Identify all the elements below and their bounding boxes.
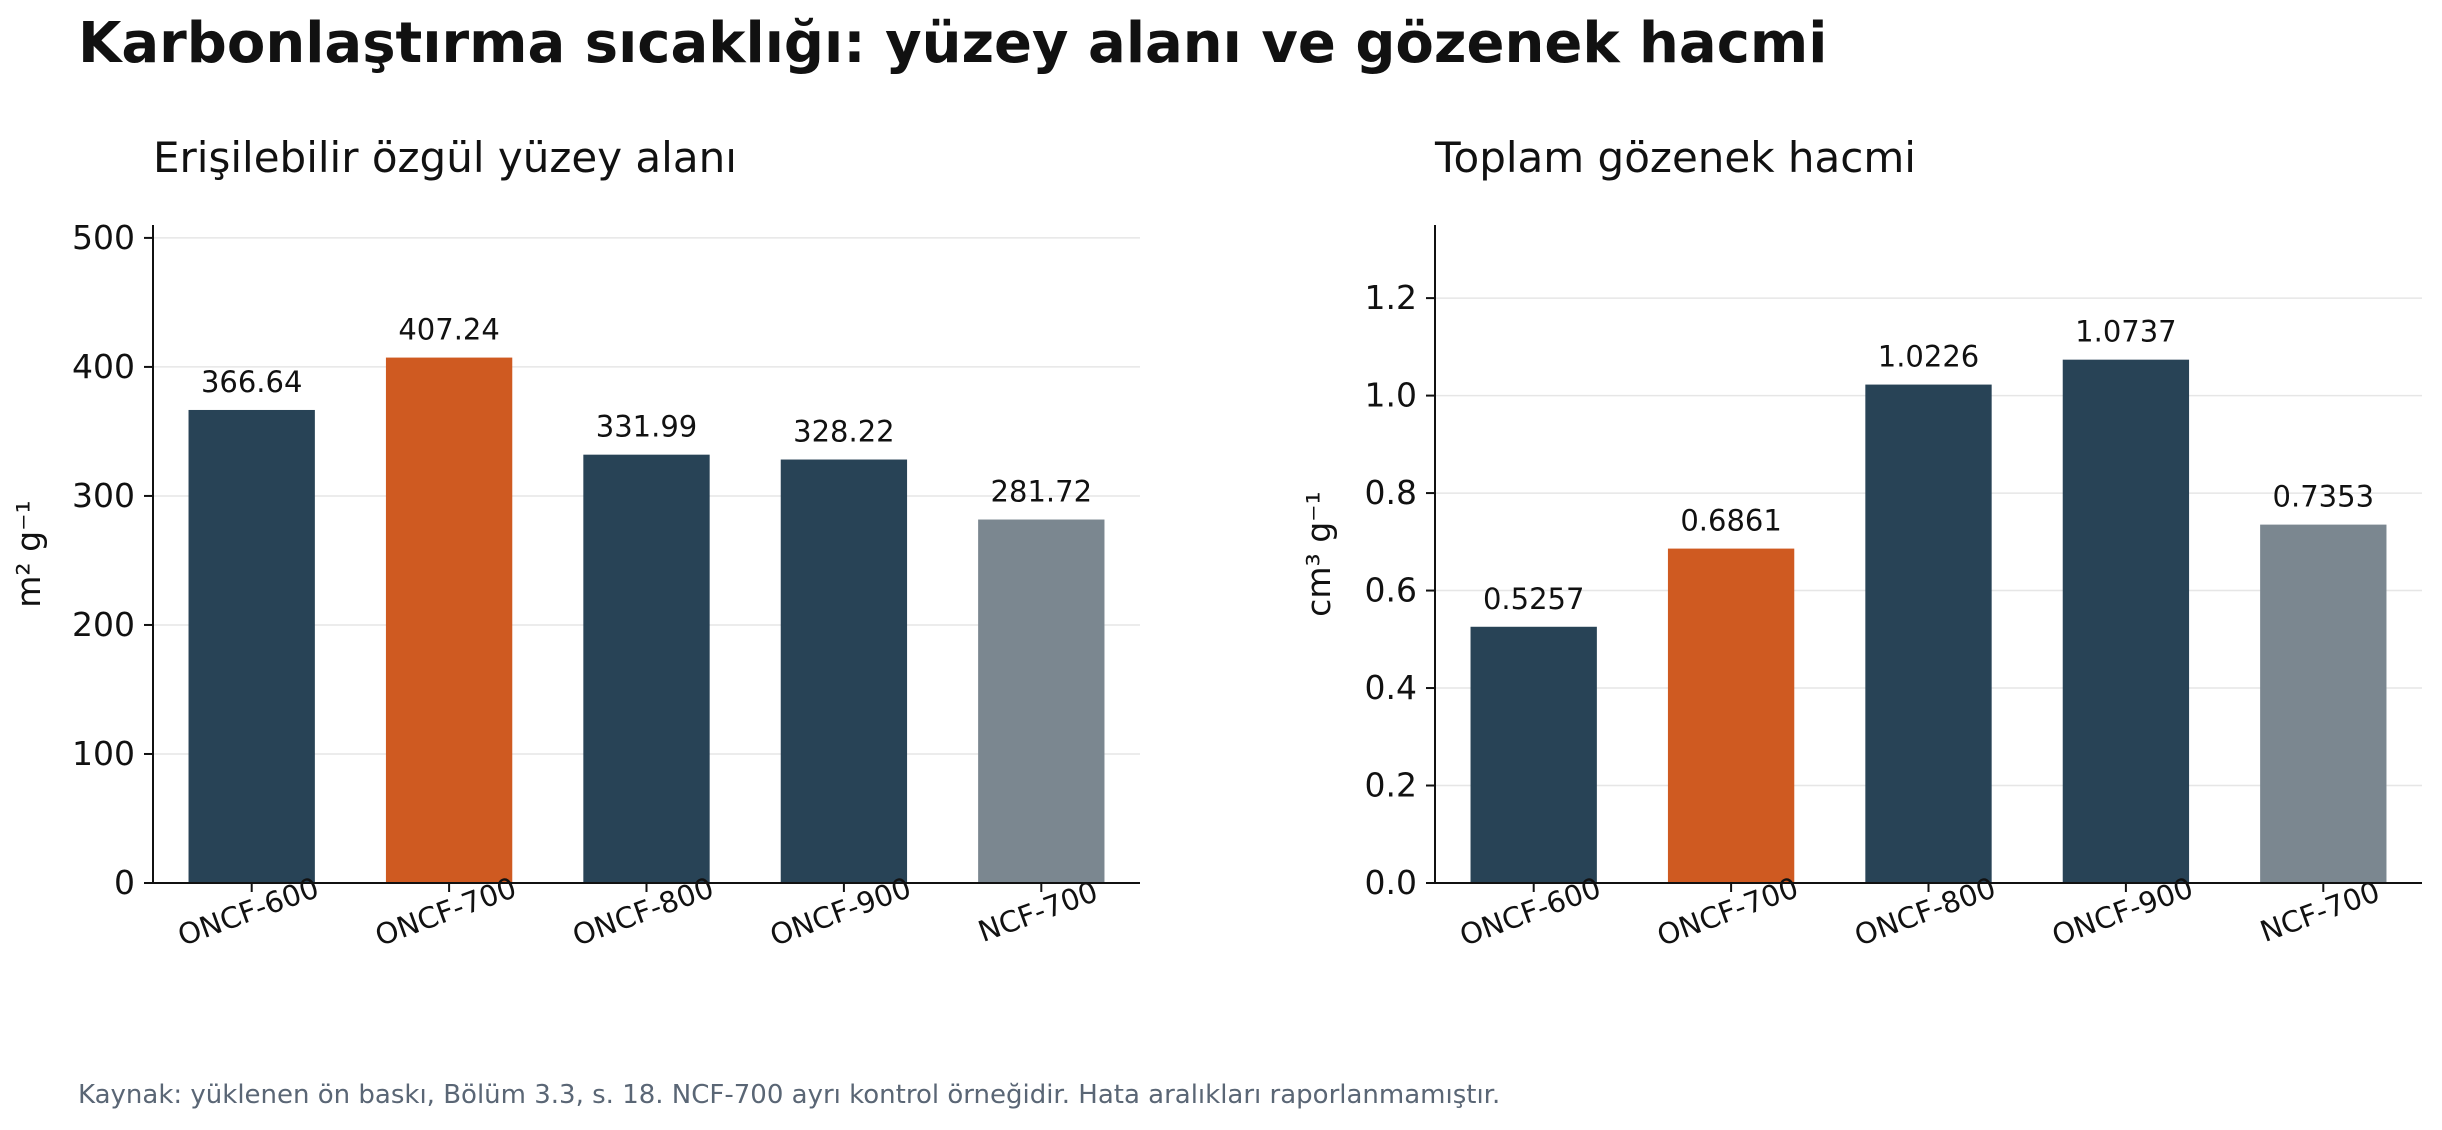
bar: [2062, 359, 2190, 883]
y-tick-label: 100: [72, 734, 135, 773]
bar: [978, 519, 1105, 883]
data-label: 1.0737: [2075, 315, 2176, 349]
data-label: 0.6861: [1680, 504, 1781, 538]
y-axis-label: cm³ g⁻¹: [1299, 491, 1338, 617]
bar: [188, 409, 315, 883]
data-label: 0.7353: [2273, 480, 2374, 514]
bar: [1865, 384, 1992, 883]
bar: [1667, 548, 1795, 883]
y-tick-label: 0.8: [1365, 473, 1417, 512]
bar: [1470, 626, 1597, 883]
y-axis-label: m² g⁻¹: [9, 500, 48, 607]
y-tick-label: 0.0: [1365, 863, 1417, 902]
chart-title: Karbonlaştırma sıcaklığı: yüzey alanı ve…: [78, 11, 1828, 76]
source-note: Kaynak: yüklenen ön baskı, Bölüm 3.3, s.…: [78, 1080, 1501, 1110]
y-tick-label: 0.6: [1365, 571, 1417, 610]
y-tick-label: 500: [72, 218, 135, 257]
data-label: 331.99: [596, 410, 697, 444]
data-label: 281.72: [991, 475, 1092, 509]
data-label: 0.5257: [1483, 582, 1584, 616]
x-tick-label: NCF-700: [2256, 874, 2385, 949]
y-tick-label: 400: [72, 347, 135, 386]
bar: [583, 454, 710, 883]
y-tick-label: 1.2: [1365, 278, 1417, 317]
bar: [2260, 524, 2387, 883]
chart-panel-1: Erişilebilir özgül yüzey alanı 0 100 200 300…: [9, 133, 1140, 953]
y-tick-label: 1.0: [1365, 376, 1417, 415]
bar: [780, 459, 908, 883]
data-label: 328.22: [793, 415, 894, 449]
y-tick-label: 0.4: [1365, 668, 1417, 707]
y-tick-label: 0.2: [1365, 766, 1417, 805]
y-tick-label: 0: [114, 863, 135, 902]
panel-title: Toplam gözenek hacmi: [1434, 133, 1916, 182]
chart-panel-2: Toplam gözenek hacmi 0.0 0.2 0.4 0.6 0.8 1.0 1.…: [1299, 133, 2422, 953]
y-tick-label: 200: [72, 605, 135, 644]
data-label: 1.0226: [1878, 340, 1979, 374]
data-label: 366.64: [201, 365, 302, 399]
data-label: 407.24: [398, 313, 499, 347]
x-tick-label: NCF-700: [974, 874, 1103, 949]
bar: [385, 357, 513, 883]
panel-title: Erişilebilir özgül yüzey alanı: [153, 133, 737, 182]
y-tick-label: 300: [72, 476, 135, 515]
